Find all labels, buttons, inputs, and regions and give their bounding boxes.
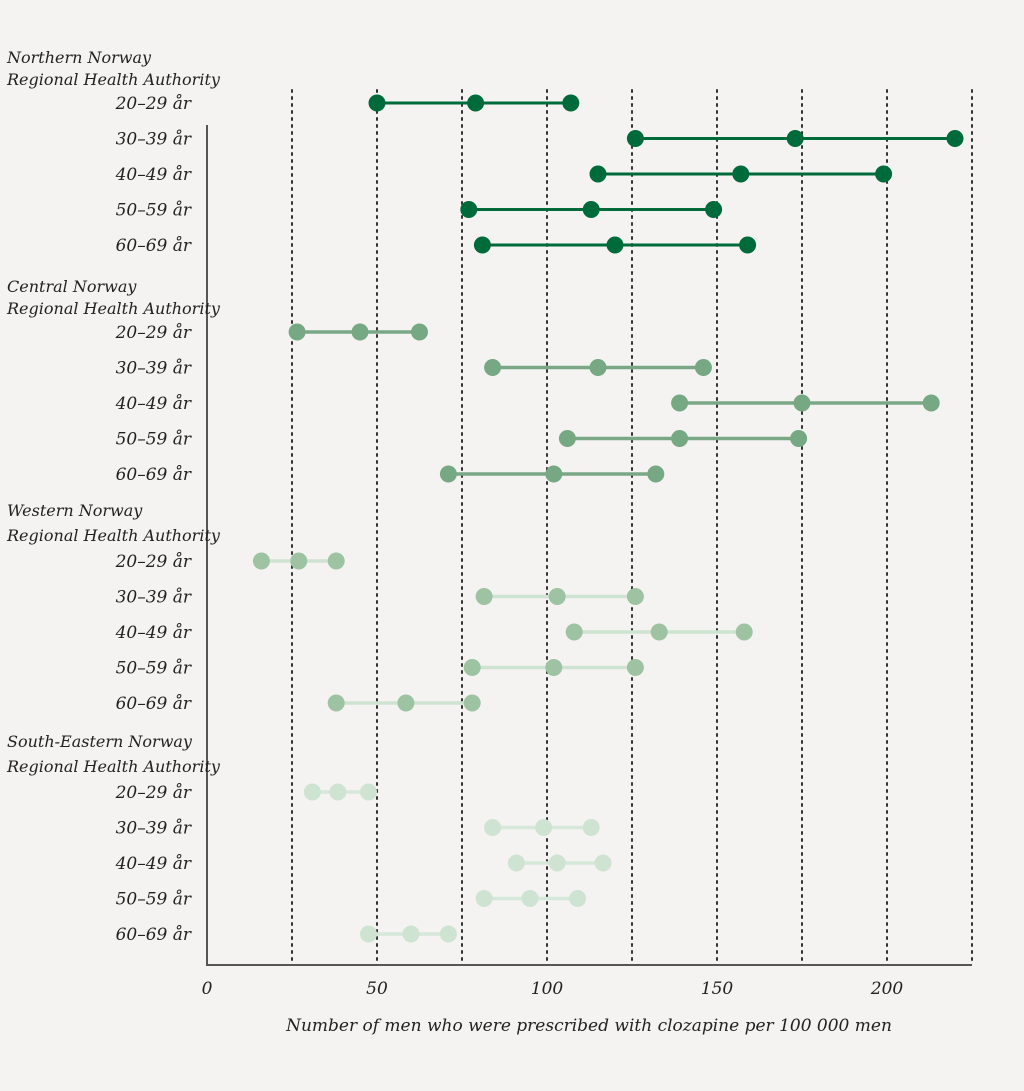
data-point: [545, 465, 563, 483]
group-label: Northern Norway: [6, 48, 152, 67]
row-label: 60–69 år: [116, 465, 192, 485]
data-point: [360, 783, 377, 801]
data-point: [327, 694, 345, 712]
data-point: [507, 854, 525, 872]
data-point: [290, 552, 308, 570]
data-point: [589, 165, 607, 183]
x-tick-label: 150: [701, 979, 734, 999]
data-point: [439, 925, 457, 943]
row-label: 50–59 år: [116, 659, 192, 679]
data-point: [288, 323, 306, 341]
data-point: [473, 236, 491, 254]
data-point: [694, 359, 712, 376]
data-point: [484, 359, 502, 376]
row-label: 20–29 år: [115, 323, 192, 343]
row-label: 30–39 år: [116, 588, 192, 608]
row-label: 40–49 år: [115, 394, 192, 414]
data-point: [327, 552, 345, 570]
data-point: [360, 925, 377, 943]
data-point: [582, 819, 600, 836]
row-label: 30–39 år: [116, 359, 192, 379]
group-label: Western Norway: [7, 501, 143, 520]
data-point: [671, 394, 689, 412]
data-point: [626, 588, 644, 605]
data-point: [475, 588, 493, 605]
row-label: 50–59 år: [116, 201, 192, 221]
data-point: [397, 694, 415, 712]
data-point: [329, 783, 347, 801]
data-point: [582, 201, 600, 218]
row-label: 60–69 år: [116, 694, 192, 714]
data-point: [922, 394, 940, 412]
data-point: [946, 130, 964, 147]
data-point: [647, 465, 665, 483]
data-point: [705, 201, 723, 218]
x-tick-label: 50: [366, 979, 388, 999]
data-point: [439, 465, 457, 483]
row-label: 40–49 år: [115, 165, 192, 185]
data-point: [606, 236, 624, 254]
group-label: Central Norway: [7, 277, 137, 296]
data-point: [411, 323, 428, 341]
row-label: 30–39 år: [116, 130, 192, 150]
data-point: [351, 323, 369, 341]
group-label: Regional Health Authority: [6, 70, 221, 89]
data-point: [671, 430, 689, 447]
data-point: [594, 854, 612, 872]
data-point: [368, 94, 386, 112]
group-label: Regional Health Authority: [6, 299, 221, 318]
data-point: [475, 890, 493, 907]
data-point: [463, 659, 481, 676]
group-label: Regional Health Authority: [6, 757, 221, 776]
row-label: 30–39 år: [116, 819, 192, 839]
data-point: [252, 552, 270, 570]
row-label: 20–29 år: [115, 783, 192, 803]
row-label: 60–69 år: [116, 925, 192, 945]
data-point: [735, 623, 753, 641]
x-tick-label: 0: [202, 979, 213, 999]
data-point: [786, 130, 804, 147]
row-label: 60–69 år: [116, 236, 192, 256]
data-point: [626, 130, 644, 147]
data-point: [790, 430, 808, 447]
row-label: 50–59 år: [116, 430, 192, 450]
x-tick-label: 200: [870, 979, 904, 999]
data-point: [589, 359, 607, 376]
group-label: South-Eastern Norway: [7, 732, 193, 751]
data-point: [535, 819, 553, 836]
data-point: [303, 783, 321, 801]
row-label: 40–49 år: [115, 854, 192, 874]
data-point: [484, 819, 502, 836]
data-point: [626, 659, 644, 676]
data-point: [569, 890, 587, 907]
data-point: [650, 623, 668, 641]
data-point: [521, 890, 539, 907]
row-label: 50–59 år: [116, 890, 192, 910]
x-axis-label: Number of men who were prescribed with c…: [285, 1016, 892, 1036]
data-point: [545, 659, 563, 676]
row-label: 20–29 år: [115, 552, 192, 572]
data-point: [548, 854, 566, 872]
row-label: 40–49 år: [115, 623, 192, 643]
row-label: 20–29 år: [115, 94, 192, 114]
data-point: [875, 165, 893, 183]
data-point: [463, 694, 481, 712]
data-point: [467, 94, 485, 112]
data-point: [565, 623, 583, 641]
group-label: Regional Health Authority: [6, 526, 221, 545]
data-point: [558, 430, 576, 447]
data-point: [460, 201, 478, 218]
data-point: [739, 236, 757, 254]
data-point: [793, 394, 811, 412]
data-point: [402, 925, 420, 943]
data-point: [732, 165, 750, 183]
data-point: [562, 94, 580, 112]
x-tick-label: 100: [531, 979, 564, 999]
data-point: [548, 588, 566, 605]
